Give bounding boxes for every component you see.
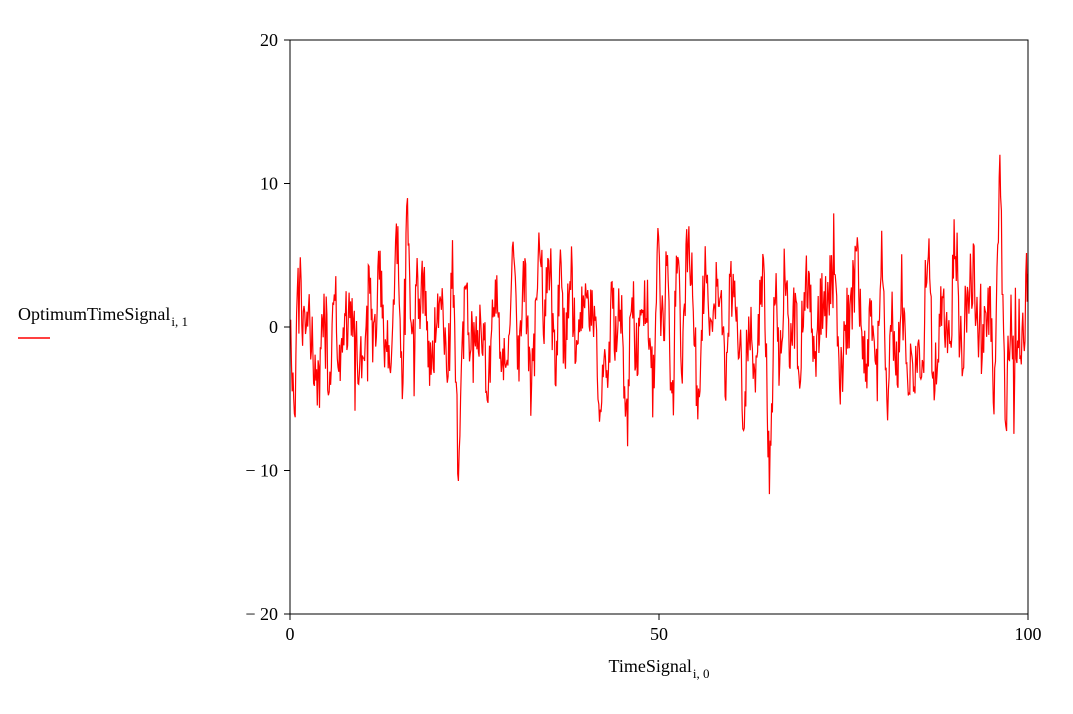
y-tick-label: − 10: [245, 461, 278, 481]
x-tick-label: 0: [286, 624, 295, 644]
x-tick-label: 100: [1015, 624, 1042, 644]
y-tick-label: 0: [269, 317, 278, 337]
y-tick-label: 20: [260, 30, 278, 50]
y-tick-label: 10: [260, 174, 278, 194]
chart-container: − 20− 1001020050100TimeSignali, 0Optimum…: [0, 0, 1073, 714]
y-tick-label: − 20: [245, 604, 278, 624]
signal-chart: − 20− 1001020050100TimeSignali, 0Optimum…: [0, 0, 1073, 714]
x-tick-label: 50: [650, 624, 668, 644]
